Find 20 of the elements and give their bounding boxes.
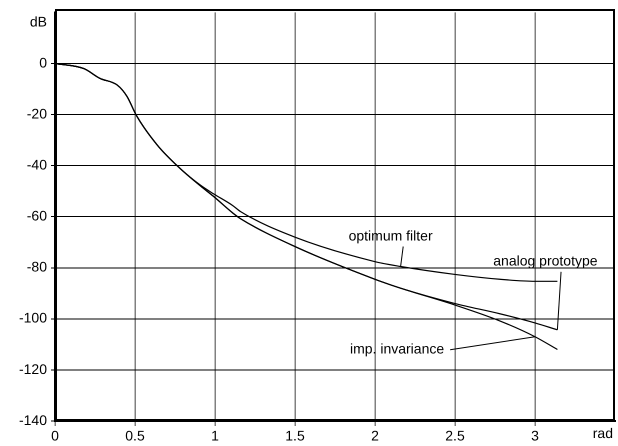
x-axis-title: rad xyxy=(592,424,613,441)
x-tick-label: 3 xyxy=(531,427,540,444)
y-tick-label: -120 xyxy=(18,360,48,377)
y-tick-label: -40 xyxy=(26,156,48,172)
text: analog prototype xyxy=(493,252,598,269)
y-tick-label: -60 xyxy=(26,208,48,224)
x-tick-label: 2 xyxy=(371,427,380,444)
x-tick-label: 0 xyxy=(51,427,60,444)
y-tick-label: 0 xyxy=(39,54,48,70)
series-label: optimum filter xyxy=(348,227,433,244)
y-tick-label: -100 xyxy=(18,310,48,326)
x-tick-label: 1 xyxy=(211,427,220,444)
x-tick-label: 0.5 xyxy=(125,427,145,444)
y-tick-label: -140 xyxy=(18,412,48,428)
text: imp. invariance xyxy=(350,340,444,357)
x-tick-label: 2.5 xyxy=(445,427,465,444)
y-axis-title: dB xyxy=(30,13,47,30)
x-tick-label: 1.5 xyxy=(285,427,305,444)
y-tick-label: -20 xyxy=(26,105,48,122)
y-tick-label: -80 xyxy=(26,258,48,275)
